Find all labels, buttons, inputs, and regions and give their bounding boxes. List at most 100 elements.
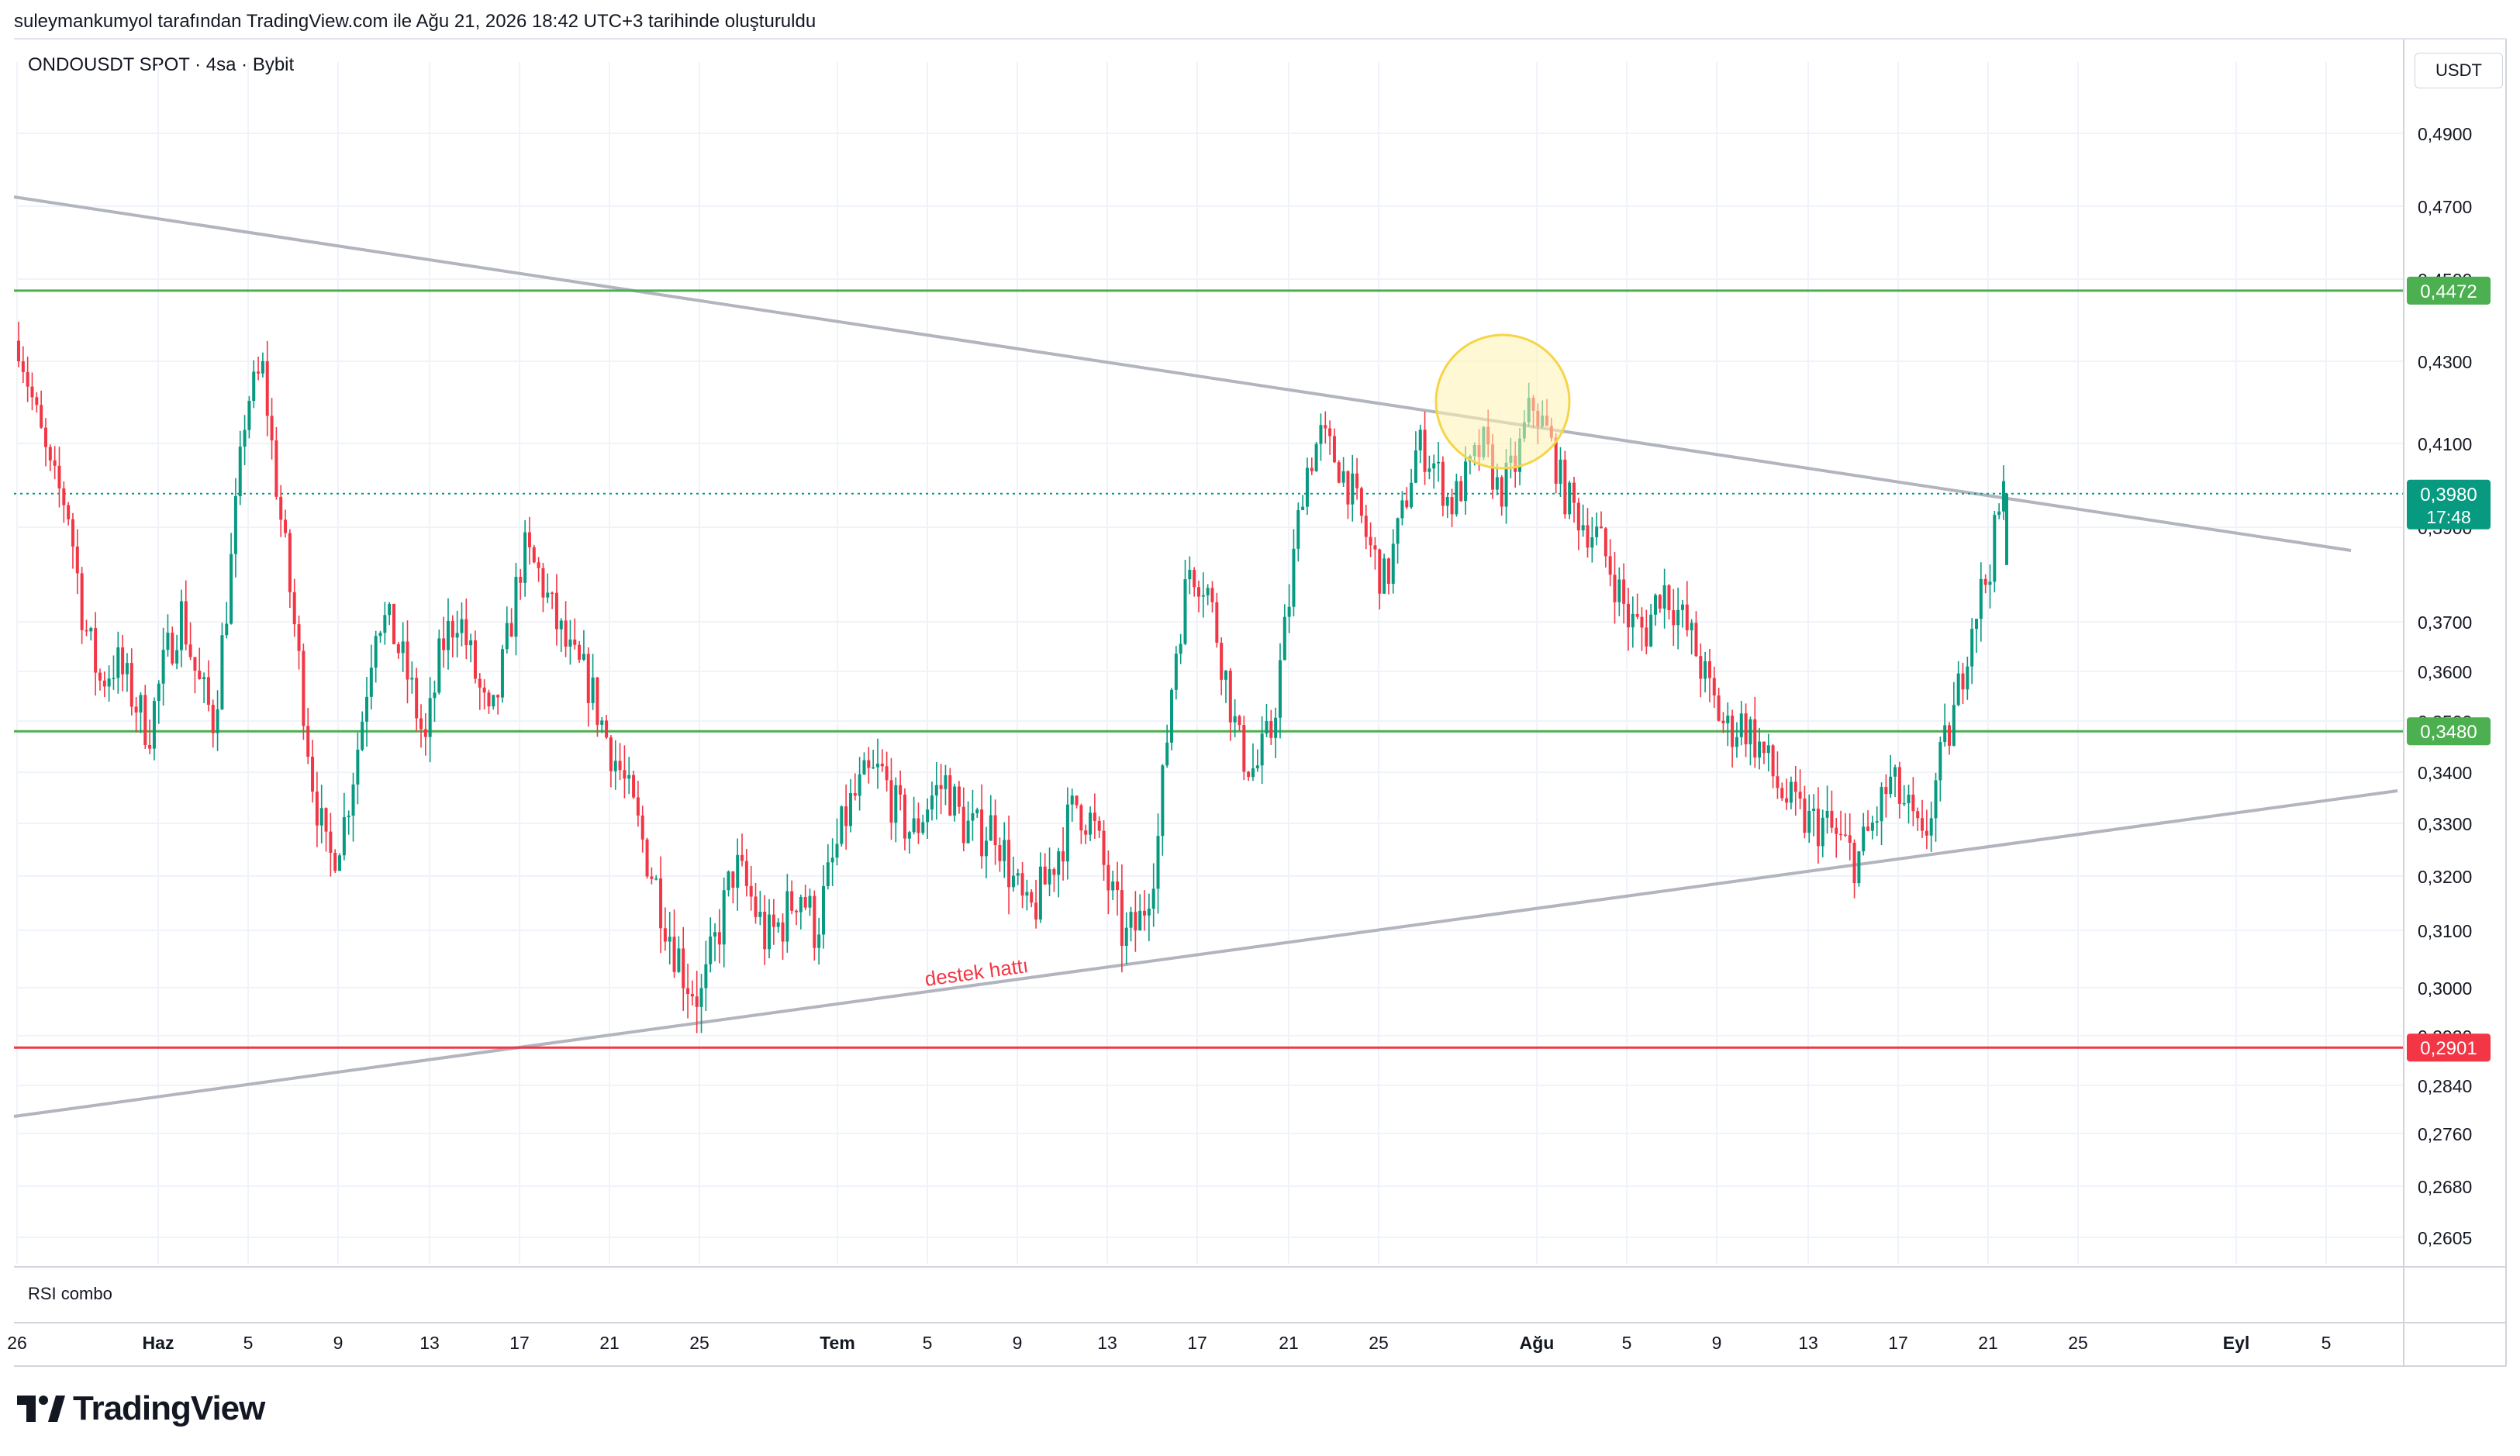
candle-body <box>1622 579 1626 604</box>
rsi-indicator-label[interactable]: RSI combo <box>28 1284 112 1303</box>
candle-body <box>944 775 948 789</box>
candle-body <box>279 496 283 520</box>
candle-body <box>1771 745 1775 777</box>
candle-body <box>1862 826 1866 852</box>
candle-body <box>1739 713 1743 737</box>
candle-body <box>632 775 636 798</box>
tradingview-wordmark: TradingView <box>73 1389 265 1427</box>
candle-body <box>184 601 188 645</box>
grid <box>16 62 2404 1264</box>
candle-body <box>1120 890 1124 946</box>
candle-body <box>1183 579 1187 644</box>
x-axis-tick-label: 17 <box>509 1333 530 1353</box>
candle-body <box>862 760 866 775</box>
candle-body <box>758 912 762 917</box>
currency-button[interactable]: USDT <box>2415 53 2503 88</box>
candle-body <box>1201 595 1205 597</box>
candle-body <box>1065 804 1069 862</box>
candle-body <box>1224 671 1227 680</box>
x-axis-tick-label: 9 <box>333 1333 343 1353</box>
candle-body <box>934 785 938 796</box>
candle-body <box>17 340 20 361</box>
candle-body <box>129 663 133 707</box>
candle-body <box>1662 585 1666 609</box>
candle-body <box>324 808 328 832</box>
candle-body <box>573 639 577 645</box>
x-axis-tick-label: Ağu <box>1520 1333 1555 1353</box>
price-label-value: 0,3980 <box>2420 485 2477 505</box>
candle-body <box>1979 578 1983 619</box>
candle-body <box>1102 830 1106 865</box>
attribution-text: suleymankumyol tarafından TradingView.co… <box>14 11 816 32</box>
x-axis[interactable]: 26 Haz 5 9 13 17 21 25 Tem 5 9 13 17 21 25 Ağu 5 9 13 17 21 2… <box>7 1333 2331 1353</box>
candle-body <box>1364 516 1368 537</box>
candle-body <box>392 603 396 644</box>
candle-body <box>306 726 310 757</box>
candle-body <box>134 706 138 712</box>
candle-body <box>1143 910 1147 916</box>
candle-body <box>188 644 192 657</box>
candle-body <box>595 677 599 725</box>
candle-body <box>460 619 464 633</box>
x-axis-tick-label: Haz <box>143 1333 174 1353</box>
candle-body <box>1084 830 1088 835</box>
candle-body <box>230 554 233 624</box>
y-axis-tick-label: 0,2840 <box>2418 1076 2472 1096</box>
candle-body <box>627 775 631 779</box>
candle-body <box>1631 613 1635 628</box>
candle-body <box>966 820 970 844</box>
candle-body <box>2002 481 2005 512</box>
y-axis[interactable]: 0,49000,47000,45000,43000,41000,39000,37… <box>2418 124 2472 1248</box>
candle-body <box>1341 471 1345 483</box>
candle-body <box>1825 810 1829 818</box>
candle-body <box>663 928 667 942</box>
candle-body <box>1437 461 1441 464</box>
candle-body <box>537 562 540 568</box>
candle-body <box>772 914 775 927</box>
y-axis-tick-label: 0,3700 <box>2418 612 2472 633</box>
candle-body <box>672 937 676 972</box>
candle-body <box>1301 506 1305 510</box>
candle-body <box>894 785 898 823</box>
candle-body <box>1405 500 1409 508</box>
candle-body <box>1807 810 1811 833</box>
candle-body <box>1653 595 1657 615</box>
pane-dividers <box>14 38 2507 1367</box>
candle-body <box>564 620 568 647</box>
candle-body <box>121 647 125 675</box>
candle-body <box>1839 833 1843 836</box>
price-label-value: 0,3480 <box>2420 722 2477 743</box>
candle-body <box>1188 570 1192 580</box>
candle-body <box>1011 875 1015 888</box>
candle-body <box>1694 623 1698 657</box>
candle-body <box>374 636 378 668</box>
candle-body <box>795 910 799 913</box>
highlight-circle-group <box>1434 333 1571 470</box>
candle-body <box>1608 556 1612 575</box>
candle-body <box>1500 477 1503 507</box>
candle-body <box>1707 661 1711 678</box>
candle-body <box>605 720 609 738</box>
candle-body <box>247 401 251 430</box>
candle-body <box>1106 864 1110 891</box>
candle-body <box>433 692 437 699</box>
candle-body <box>1929 818 1933 836</box>
candle-body <box>523 532 527 583</box>
candle-body <box>396 643 400 654</box>
candle-body <box>903 794 906 839</box>
candle-body <box>1563 459 1567 515</box>
candle-body <box>166 633 170 650</box>
x-axis-tick-label: 25 <box>1369 1333 1389 1353</box>
symbol-title[interactable]: ONDOUSDT SPOT · 4sa · Bybit <box>28 54 295 75</box>
candle-body <box>1907 795 1911 803</box>
candle-body <box>94 628 98 673</box>
candle-body <box>731 871 735 888</box>
candle-body <box>175 650 179 664</box>
candle-body <box>1165 742 1169 766</box>
candle-body <box>1314 443 1318 471</box>
candle-body <box>885 766 889 781</box>
candle-body <box>455 633 459 638</box>
candle-body <box>1296 509 1300 549</box>
y-axis-tick-label: 0,3200 <box>2418 867 2472 887</box>
